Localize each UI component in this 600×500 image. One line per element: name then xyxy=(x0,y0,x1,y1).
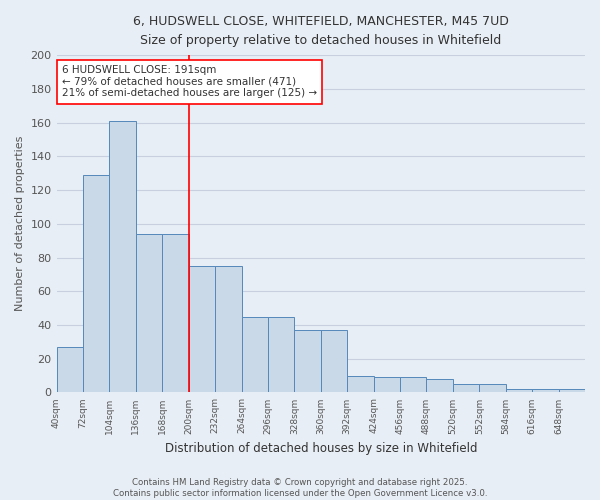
Bar xyxy=(242,316,268,392)
Text: 6 HUDSWELL CLOSE: 191sqm
← 79% of detached houses are smaller (471)
21% of semi-: 6 HUDSWELL CLOSE: 191sqm ← 79% of detach… xyxy=(62,65,317,98)
Bar xyxy=(374,378,400,392)
Bar xyxy=(506,389,532,392)
Bar xyxy=(559,389,585,392)
Bar xyxy=(56,347,83,393)
Y-axis label: Number of detached properties: Number of detached properties xyxy=(15,136,25,312)
X-axis label: Distribution of detached houses by size in Whitefield: Distribution of detached houses by size … xyxy=(164,442,477,455)
Bar xyxy=(479,384,506,392)
Title: 6, HUDSWELL CLOSE, WHITEFIELD, MANCHESTER, M45 7UD
Size of property relative to : 6, HUDSWELL CLOSE, WHITEFIELD, MANCHESTE… xyxy=(133,15,509,47)
Bar xyxy=(136,234,162,392)
Bar xyxy=(453,384,479,392)
Bar xyxy=(162,234,188,392)
Bar xyxy=(295,330,321,392)
Bar xyxy=(347,376,374,392)
Bar xyxy=(427,379,453,392)
Bar xyxy=(188,266,215,392)
Bar xyxy=(83,175,109,392)
Bar xyxy=(400,378,427,392)
Bar xyxy=(532,389,559,392)
Bar xyxy=(268,316,295,392)
Text: Contains HM Land Registry data © Crown copyright and database right 2025.
Contai: Contains HM Land Registry data © Crown c… xyxy=(113,478,487,498)
Bar xyxy=(321,330,347,392)
Bar xyxy=(109,121,136,392)
Bar xyxy=(215,266,242,392)
